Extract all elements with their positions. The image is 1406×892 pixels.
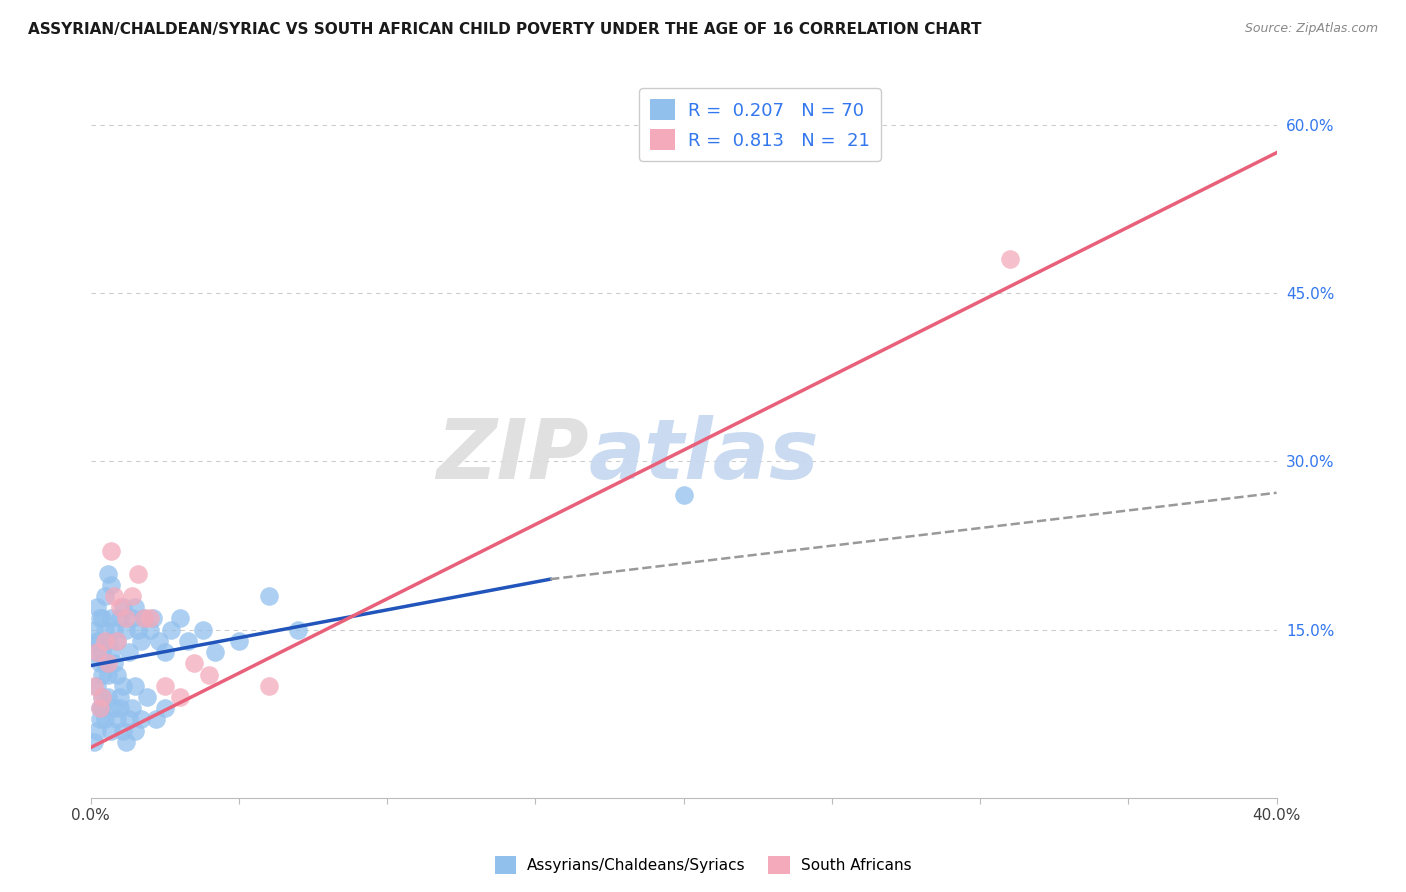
Point (198, 667, 221, 681)
Point (169, 611, 191, 625)
Point (142, 611, 165, 625)
Point (193, 623, 215, 637)
Point (145, 713, 167, 727)
Point (94, 634, 117, 648)
Point (257, 589, 280, 603)
Point (83, 679, 105, 693)
Point (100, 723, 122, 738)
Legend: Assyrians/Chaldeans/Syriacs, South Africans: Assyrians/Chaldeans/Syriacs, South Afric… (489, 850, 917, 880)
Point (153, 701, 176, 715)
Point (228, 634, 250, 648)
Point (89, 611, 111, 625)
Point (97, 634, 120, 648)
Text: atlas: atlas (589, 415, 820, 496)
Point (110, 600, 132, 615)
Point (89, 657, 111, 671)
Text: Source: ZipAtlas.com: Source: ZipAtlas.com (1244, 22, 1378, 36)
Point (287, 623, 309, 637)
Point (139, 611, 162, 625)
Point (177, 634, 200, 648)
Point (153, 645, 176, 659)
Point (86, 679, 108, 693)
Point (127, 623, 149, 637)
Point (112, 723, 135, 738)
Point (183, 657, 205, 671)
Point (91, 645, 114, 659)
Point (97, 690, 120, 704)
Point (129, 713, 152, 727)
Point (97, 667, 120, 681)
Point (86, 600, 108, 615)
Point (97, 657, 120, 671)
Point (672, 488, 695, 502)
Point (127, 566, 149, 581)
Point (129, 634, 152, 648)
Point (115, 611, 138, 625)
Point (139, 623, 162, 637)
Point (204, 645, 226, 659)
Point (103, 657, 125, 671)
Point (91, 701, 114, 715)
Point (998, 252, 1021, 267)
Point (105, 634, 128, 648)
Point (121, 589, 143, 603)
Point (105, 713, 128, 727)
Point (103, 589, 125, 603)
Point (148, 634, 170, 648)
Point (169, 690, 191, 704)
Point (100, 611, 122, 625)
Point (118, 713, 141, 727)
Point (94, 589, 117, 603)
Point (97, 566, 120, 581)
Point (112, 600, 135, 615)
Point (89, 634, 111, 648)
Point (91, 611, 114, 625)
Point (132, 611, 155, 625)
Point (91, 690, 114, 704)
Point (115, 623, 138, 637)
Text: ASSYRIAN/CHALDEAN/SYRIAC VS SOUTH AFRICAN CHILD POVERTY UNDER THE AGE OF 16 CORR: ASSYRIAN/CHALDEAN/SYRIAC VS SOUTH AFRICA… (28, 22, 981, 37)
Point (94, 623, 117, 637)
Point (112, 679, 135, 693)
Point (121, 701, 143, 715)
Point (115, 735, 138, 749)
Point (159, 623, 181, 637)
Point (124, 679, 146, 693)
Point (100, 645, 122, 659)
Point (94, 713, 117, 727)
Point (124, 723, 146, 738)
Text: ZIP: ZIP (436, 415, 589, 496)
Point (132, 611, 155, 625)
Point (105, 634, 128, 648)
Point (83, 623, 105, 637)
Point (110, 690, 132, 704)
Point (105, 667, 128, 681)
Point (86, 634, 108, 648)
Point (83, 645, 105, 659)
Point (100, 544, 122, 558)
Point (89, 713, 111, 727)
Point (86, 723, 108, 738)
Point (100, 578, 122, 592)
Point (153, 679, 176, 693)
Point (110, 701, 132, 715)
Point (121, 611, 143, 625)
Point (83, 735, 105, 749)
Point (257, 679, 280, 693)
Point (136, 690, 159, 704)
Point (103, 701, 125, 715)
Point (91, 667, 114, 681)
Legend: R =  0.207   N = 70, R =  0.813   N =  21: R = 0.207 N = 70, R = 0.813 N = 21 (640, 88, 880, 161)
Point (118, 645, 141, 659)
Point (89, 701, 111, 715)
Point (86, 645, 108, 659)
Point (94, 657, 117, 671)
Point (91, 690, 114, 704)
Point (89, 701, 111, 715)
Point (103, 623, 125, 637)
Point (110, 611, 132, 625)
Point (124, 600, 146, 615)
